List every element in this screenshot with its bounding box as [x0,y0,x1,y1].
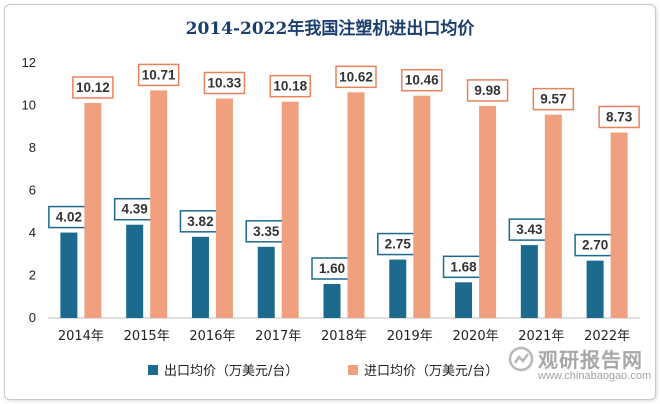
import-data-label: 9.57 [540,92,566,107]
x-tick-label: 2017年 [255,329,301,344]
export-data-label: 2.75 [385,237,412,252]
import-bar [610,132,628,318]
import-data-label: 8.73 [606,109,633,124]
watermark-text-en: www.chinabaogao.com [538,370,652,382]
import-data-label: 10.62 [339,69,373,84]
export-data-label: 2.70 [582,238,608,253]
export-bar [257,246,275,318]
import-label-box [466,79,509,102]
export-bar [586,260,604,318]
import-data-label: 9.98 [474,83,501,98]
import-bar [347,92,365,318]
y-tick-label: 12 [22,55,36,70]
y-tick-label: 8 [29,140,36,155]
import-bar [84,102,102,318]
import-label-box [532,87,575,111]
export-bar [323,284,341,318]
export-data-label: 1.60 [319,261,345,276]
import-label-box [72,76,114,99]
import-bar [281,101,299,318]
export-data-label: 4.39 [122,202,148,217]
import-bar [215,98,233,318]
x-tick-label: 2018年 [321,329,367,344]
import-label-box [335,65,377,89]
import-data-label: 10.18 [273,79,307,94]
import-label-box [401,68,443,92]
import-bar [479,105,497,318]
export-bar [520,245,538,318]
legend-label-export: 出口均价（万美元/台） [164,364,299,379]
x-tick-label: 2021年 [518,329,564,344]
import-data-label: 10.46 [405,73,439,88]
export-data-label: 3.82 [187,214,213,229]
import-label-box [598,105,640,129]
export-bar [191,236,209,318]
import-bar [413,95,431,318]
watermark: 观研报告网 www.chinabaogao.com [508,344,652,384]
x-tick-label: 2020年 [453,329,499,344]
watermark-logo-icon [508,346,534,372]
export-data-label: 3.43 [516,222,543,237]
import-data-label: 10.33 [208,75,242,90]
import-bar [150,90,168,318]
x-tick-label: 2015年 [124,329,170,344]
import-label-box [269,74,311,98]
x-tick-label: 2016年 [189,329,235,344]
chart-title: 2014-2022年我国注塑机进出口均价 [185,19,475,39]
y-tick-label: 6 [29,183,36,198]
legend-item-import: 进口均价（万美元/台） [348,360,498,379]
legend-swatch-export [148,364,158,375]
legend: 出口均价（万美元/台） 进口均价（万美元/台） [0,360,660,380]
import-data-label: 10.12 [76,80,110,95]
legend-label-import: 进口均价（万美元/台） [364,364,499,379]
y-tick-label: 4 [29,225,36,240]
export-data-label: 4.02 [56,210,82,225]
x-tick-label: 2022年 [584,329,630,344]
y-tick-label: 10 [22,98,36,113]
legend-swatch-import [348,364,358,375]
export-bar [455,282,473,318]
export-data-label: 3.35 [253,224,280,239]
import-bar [544,114,562,318]
import-label-box [137,63,180,87]
import-label-box [203,71,246,95]
x-tick-label: 2014年 [58,329,104,344]
y-tick-label: 2 [29,268,36,283]
x-tick-label: 2019年 [387,329,433,344]
import-data-label: 10.71 [142,67,176,82]
export-bar [60,232,78,318]
export-bar [389,259,407,318]
export-data-label: 1.68 [450,259,477,274]
watermark-text-cn: 观研报告网 [538,348,643,372]
export-bar [126,224,144,318]
legend-item-export: 出口均价（万美元/台） [148,360,298,379]
y-tick-label: 0 [29,310,36,325]
